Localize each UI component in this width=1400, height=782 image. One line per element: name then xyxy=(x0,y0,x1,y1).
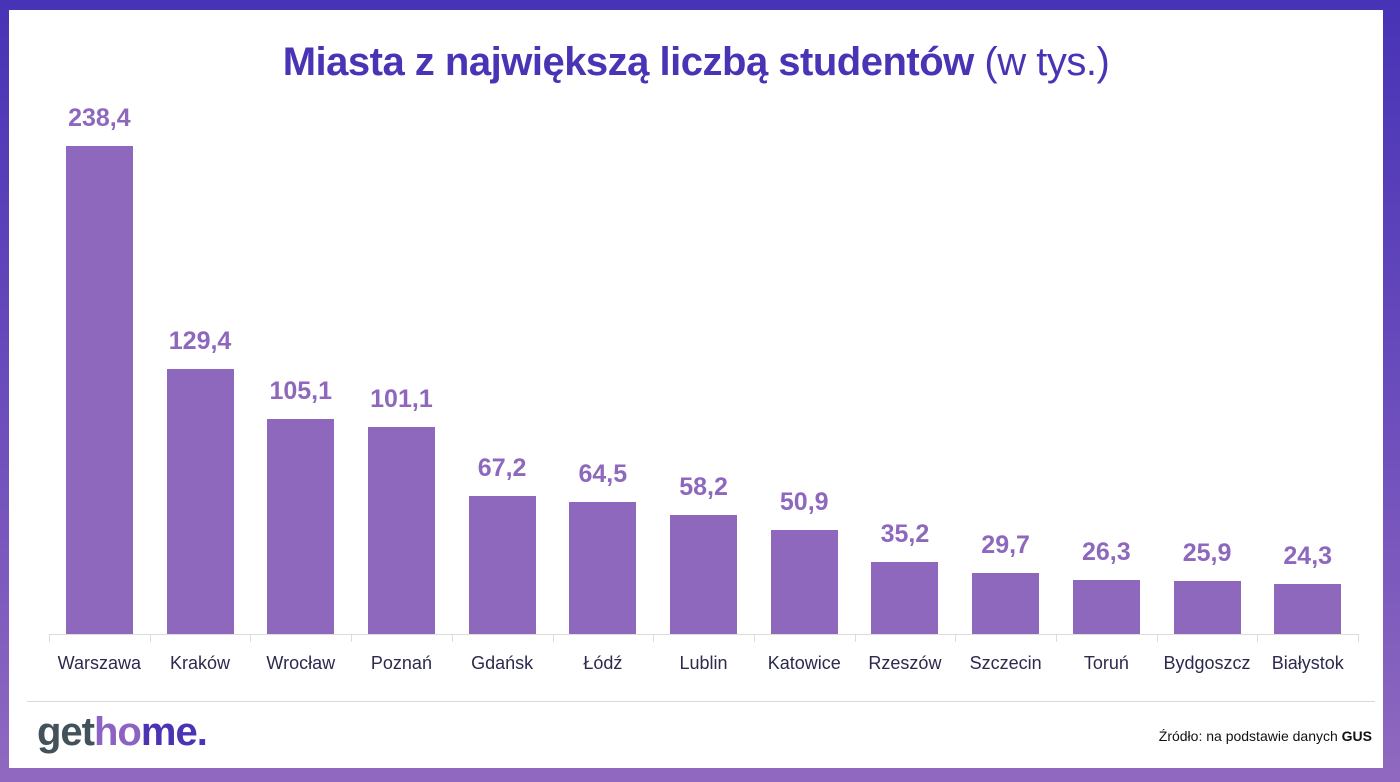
bar-value-label: 101,1 xyxy=(370,385,433,413)
bar xyxy=(1274,584,1342,634)
bar xyxy=(972,573,1040,634)
source-org: GUS xyxy=(1341,728,1372,744)
bar xyxy=(1072,580,1140,634)
bar-value-label: 50,9 xyxy=(779,488,829,516)
bar-value-label: 35,2 xyxy=(880,520,930,548)
category-label: Wrocław xyxy=(266,653,336,673)
logo-part-get: get xyxy=(37,710,95,754)
bar xyxy=(1173,581,1241,634)
category-label: Katowice xyxy=(767,653,841,673)
x-axis-tick xyxy=(1257,634,1259,642)
category-label: Gdańsk xyxy=(471,653,534,673)
category-label: Szczecin xyxy=(969,653,1042,673)
bar-value-label: 29,7 xyxy=(981,531,1030,559)
x-axis-tick xyxy=(1358,634,1360,642)
bar xyxy=(65,146,133,634)
x-axis-tick xyxy=(451,634,453,642)
bar-value-label: 105,1 xyxy=(269,377,333,405)
bar xyxy=(267,419,335,634)
bar-value-label: 25,9 xyxy=(1182,539,1232,567)
chart-title: Miasta z największą liczbą studentów (w … xyxy=(9,40,1383,85)
category-label: Białystok xyxy=(1271,653,1344,673)
bar-value-label: 64,5 xyxy=(578,460,628,488)
x-axis-tick xyxy=(955,634,957,642)
bar xyxy=(871,562,939,634)
bar xyxy=(770,530,838,634)
category-label: Poznań xyxy=(370,653,432,673)
logo-part-me: me. xyxy=(140,710,208,754)
x-axis-tick xyxy=(149,634,151,642)
x-axis-tick xyxy=(49,634,50,642)
bar xyxy=(367,427,435,634)
x-axis-tick xyxy=(1156,634,1158,642)
category-label: Łódź xyxy=(583,653,623,673)
category-label: Toruń xyxy=(1083,653,1129,673)
category-label: Rzeszów xyxy=(868,653,942,673)
bar-value-label: 26,3 xyxy=(1082,538,1131,566)
bar-value-label: 67,2 xyxy=(477,454,527,482)
bar-value-label: 58,2 xyxy=(679,473,728,501)
source-prefix: Źródło: na podstawie danych xyxy=(1158,728,1338,744)
gethome-logo: gethome. xyxy=(37,710,208,755)
category-label: Warszawa xyxy=(57,653,142,673)
title-bold: Miasta z największą liczbą studentów xyxy=(282,40,975,84)
bar xyxy=(166,369,234,634)
title-unit: (w tys.) xyxy=(984,40,1110,84)
x-axis-tick xyxy=(854,634,856,642)
x-axis-tick xyxy=(351,634,353,642)
x-axis xyxy=(49,634,1359,635)
logo-part-ho: ho xyxy=(94,710,142,754)
bar-value-label: 238,4 xyxy=(68,104,131,132)
category-label: Kraków xyxy=(170,653,231,673)
chart-card: Miasta z największą liczbą studentów (w … xyxy=(9,10,1383,768)
x-axis-tick xyxy=(250,634,252,642)
bar xyxy=(468,496,536,634)
x-axis-tick xyxy=(1056,634,1057,642)
x-axis-tick xyxy=(653,634,655,642)
category-label: Lublin xyxy=(679,653,728,673)
x-axis-tick xyxy=(753,634,755,642)
source-note: Źródło: na podstawie danych GUS xyxy=(1159,728,1372,744)
bar-value-label: 129,4 xyxy=(168,327,232,355)
bar-value-label: 24,3 xyxy=(1283,542,1333,570)
category-label: Bydgoszcz xyxy=(1163,653,1251,673)
bar xyxy=(569,502,637,634)
x-axis-tick xyxy=(552,634,554,642)
bar xyxy=(670,515,738,634)
footer-divider xyxy=(27,701,1375,702)
